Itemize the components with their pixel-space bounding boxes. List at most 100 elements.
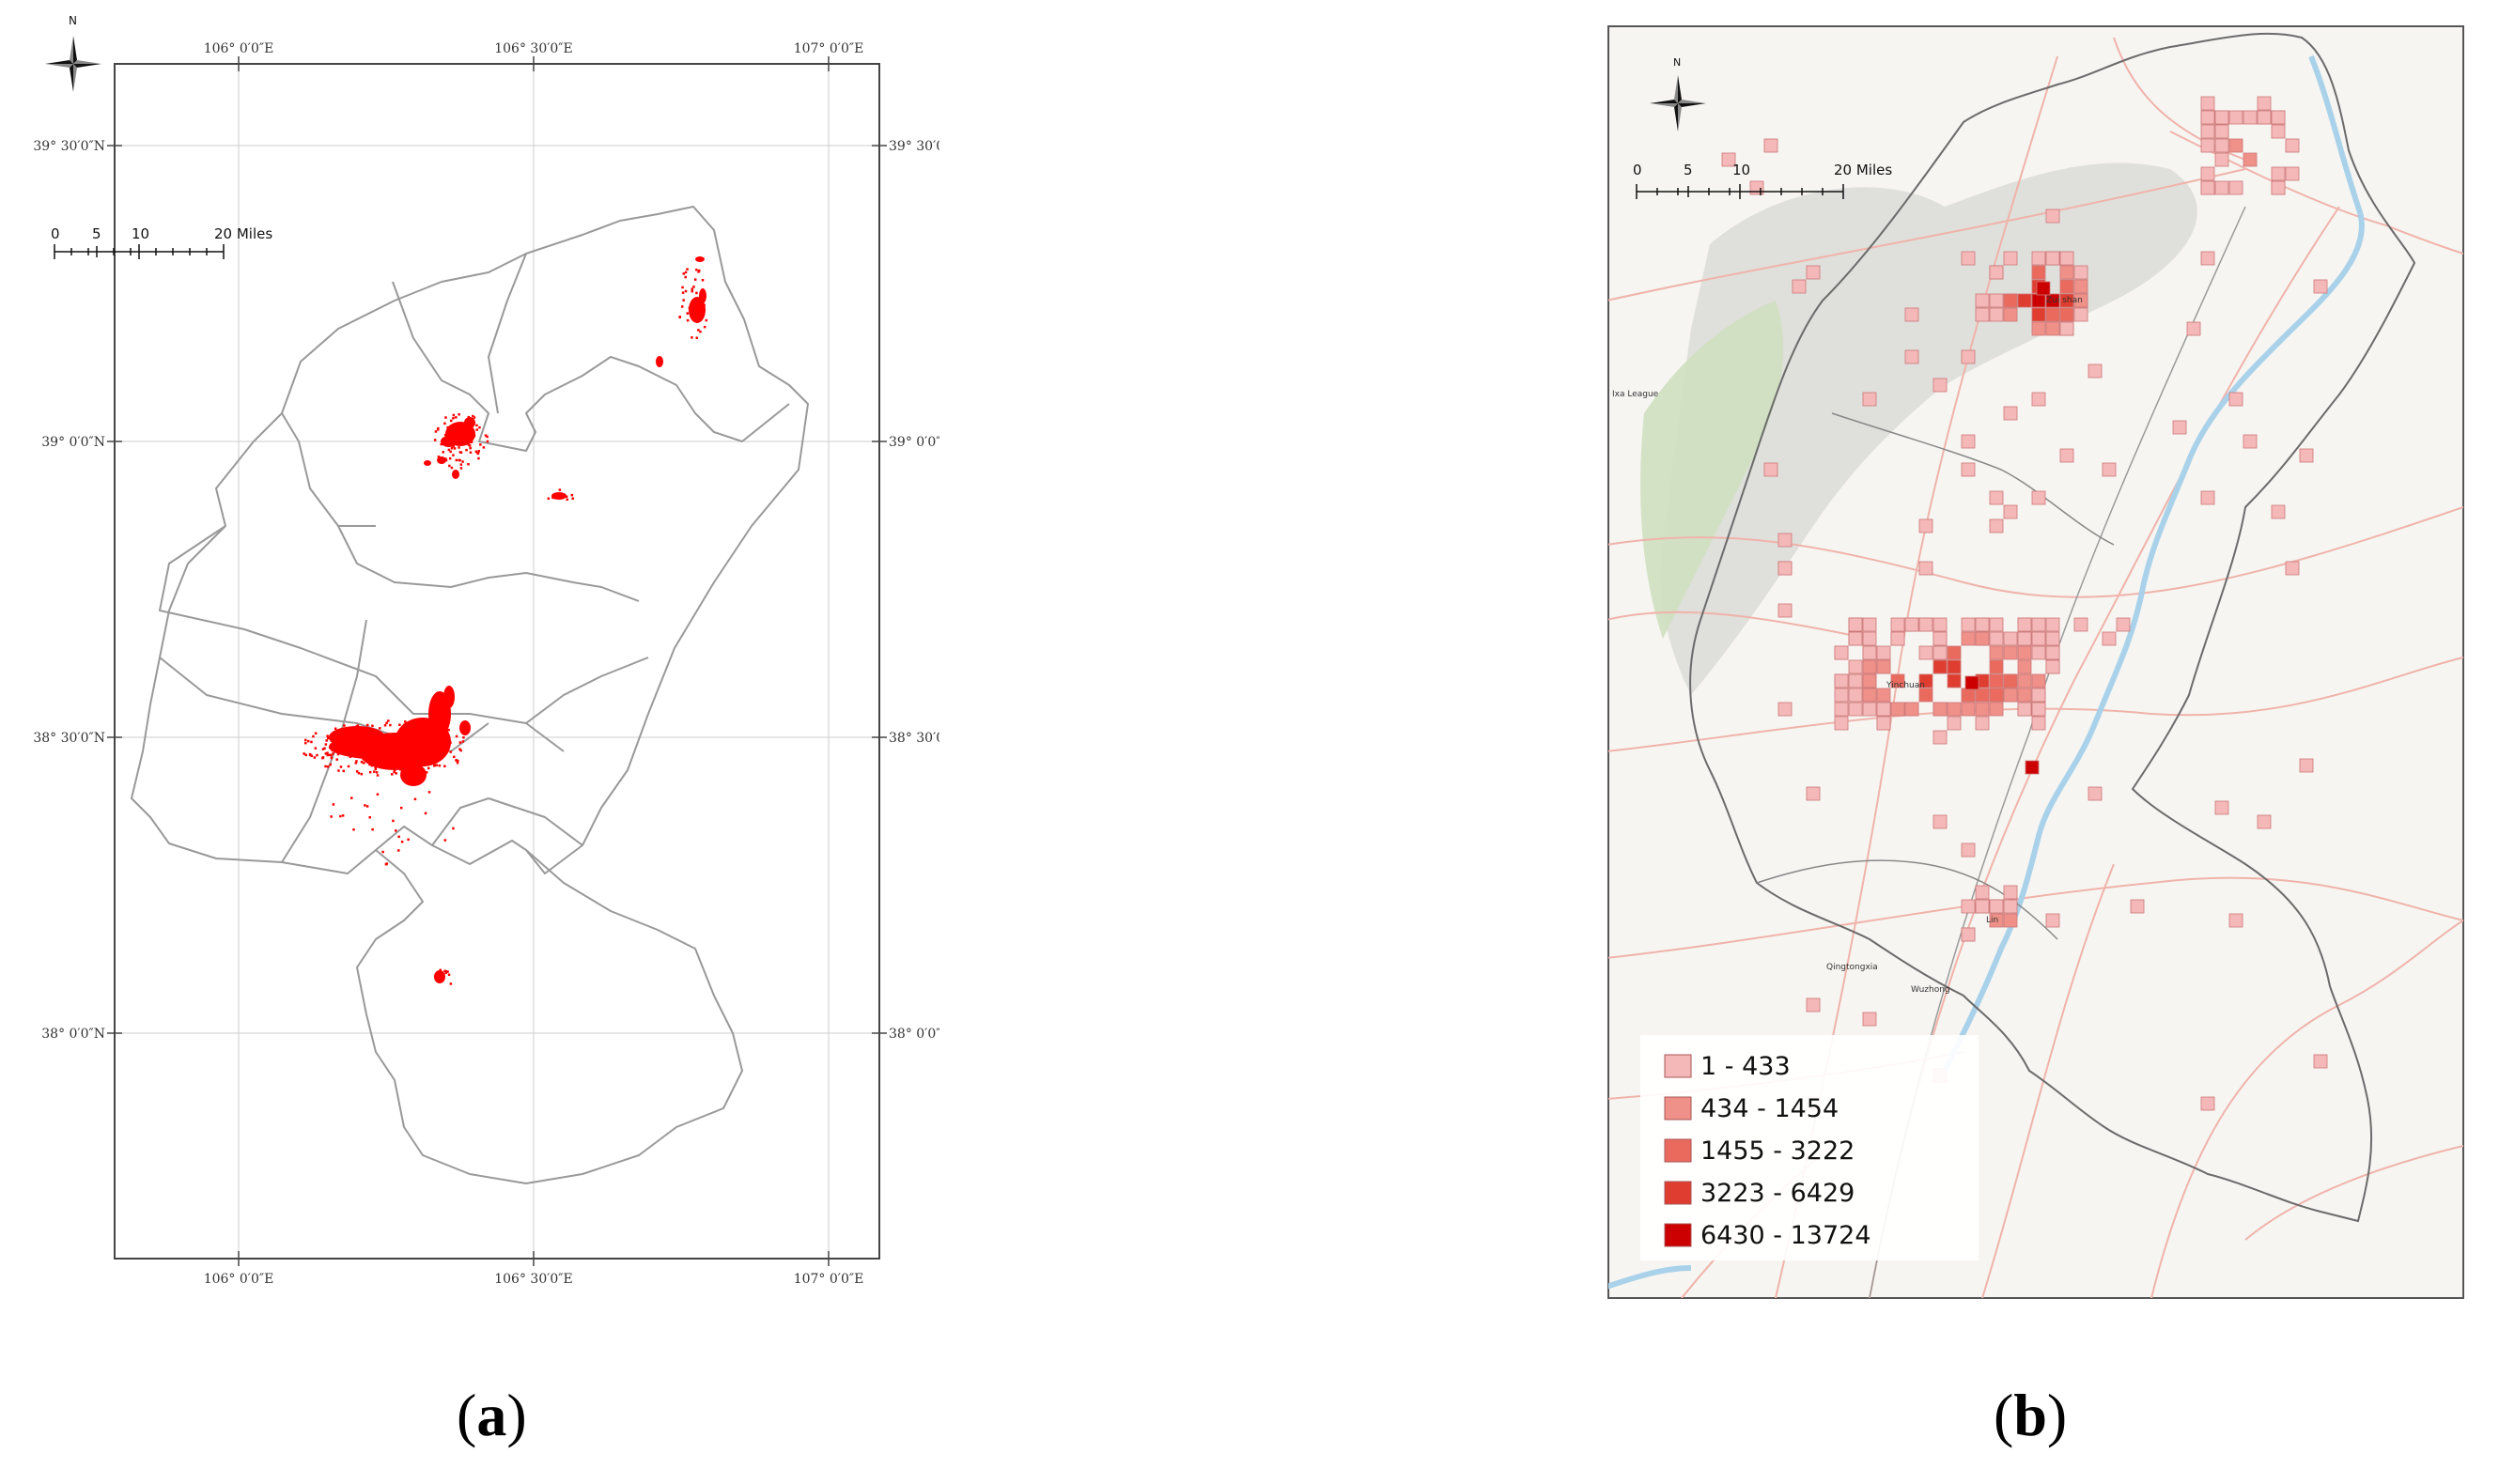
grid-cell [2017, 645, 2032, 660]
point [560, 494, 564, 498]
scale-label: 10 [1732, 162, 1750, 178]
grid-cell [2214, 124, 2229, 139]
grid-cell [1961, 927, 1976, 942]
scale-label: 5 [1684, 162, 1693, 178]
grid-cell [2073, 293, 2088, 308]
point [326, 734, 329, 737]
point [321, 748, 325, 750]
grid-cell [2088, 363, 2103, 379]
point [381, 760, 384, 763]
point [307, 739, 310, 743]
point [695, 291, 698, 295]
grid-cell [1862, 659, 1877, 674]
point [474, 450, 478, 454]
grid-cell [2059, 279, 2074, 294]
grid-cell [1904, 702, 1919, 717]
point [448, 456, 452, 460]
point [472, 414, 474, 418]
point [561, 496, 564, 500]
grid-cell [1876, 716, 1891, 731]
point [424, 812, 427, 815]
grid-cell [2003, 251, 2018, 266]
legend-label: 6430 - 13724 [1700, 1221, 1871, 1250]
legend: 1 - 433 434 - 1454 1455 - 3222 3223 - 64… [1640, 1035, 1979, 1260]
panel-a-map: 106° 0′0″E 106° 30′0″E 107° 0′0″E 106° 0… [0, 0, 960, 1334]
grid-cell [2243, 152, 2258, 167]
grid-cell [1848, 617, 1863, 632]
point [326, 765, 330, 768]
grid-cell [2045, 645, 2060, 660]
place-label: Yinchuan [1886, 681, 1925, 690]
point [373, 750, 377, 752]
grid-cell [1904, 349, 1919, 364]
grid-cell [1848, 688, 1863, 703]
grid-cell [2036, 281, 2051, 296]
legend-swatch [1664, 1138, 1692, 1163]
point [701, 279, 705, 282]
point [479, 443, 482, 446]
point [366, 737, 370, 740]
point [329, 753, 332, 756]
point [345, 735, 348, 738]
point [463, 424, 466, 426]
grid-cell [2285, 166, 2300, 181]
point [303, 752, 305, 755]
point [342, 736, 345, 739]
point [381, 850, 384, 854]
lon-label-top: 106° 0′0″E [204, 41, 274, 56]
point [439, 968, 442, 972]
grid-cell [2045, 251, 2060, 266]
point [350, 796, 353, 799]
point [451, 431, 454, 434]
point [384, 863, 388, 866]
grid-cell [1904, 307, 1919, 322]
point [336, 736, 340, 740]
grid-cell [1947, 716, 1962, 731]
place-label: Lin [1986, 916, 1998, 925]
grid-cell [1961, 434, 1976, 449]
point [470, 441, 473, 443]
grid-cell [1989, 265, 2004, 280]
point [403, 737, 406, 740]
point [419, 737, 423, 741]
grid-cell [1904, 617, 1919, 632]
grid-cell [1862, 631, 1877, 646]
point [354, 762, 358, 765]
lat-label-right: 39° 30′0″N [889, 139, 939, 154]
point [310, 740, 313, 744]
point [343, 724, 346, 727]
point [461, 740, 465, 743]
point [364, 804, 366, 807]
grid-cell [1834, 702, 1849, 717]
point [558, 488, 562, 491]
point [347, 750, 349, 754]
point [355, 770, 359, 773]
point [423, 735, 426, 739]
point [395, 829, 397, 832]
point [437, 974, 440, 978]
point [414, 752, 417, 755]
grid-cell [2017, 631, 2032, 646]
grid-cell [2017, 617, 2032, 632]
point [428, 757, 431, 760]
point [695, 336, 698, 339]
place-label: Wuzhong [1911, 985, 1950, 995]
point [449, 750, 452, 753]
point [692, 299, 695, 302]
point [365, 805, 369, 808]
point [374, 767, 378, 771]
point [312, 734, 315, 738]
point [443, 747, 447, 750]
grid-cell [2031, 673, 2046, 688]
grid-cell [2003, 504, 2018, 519]
point [422, 757, 425, 760]
point [341, 814, 345, 817]
panel-b-map: Zui shan Ixa League Yinchuan Lin Qington… [1588, 19, 2490, 1315]
grid-cell [1932, 631, 1948, 646]
point [431, 753, 434, 756]
grid-cell [2313, 279, 2328, 294]
point [404, 720, 407, 723]
grid-cell [2257, 110, 2272, 125]
grid-cell [1989, 899, 2004, 914]
figure-label-a: (a) [457, 1382, 527, 1448]
